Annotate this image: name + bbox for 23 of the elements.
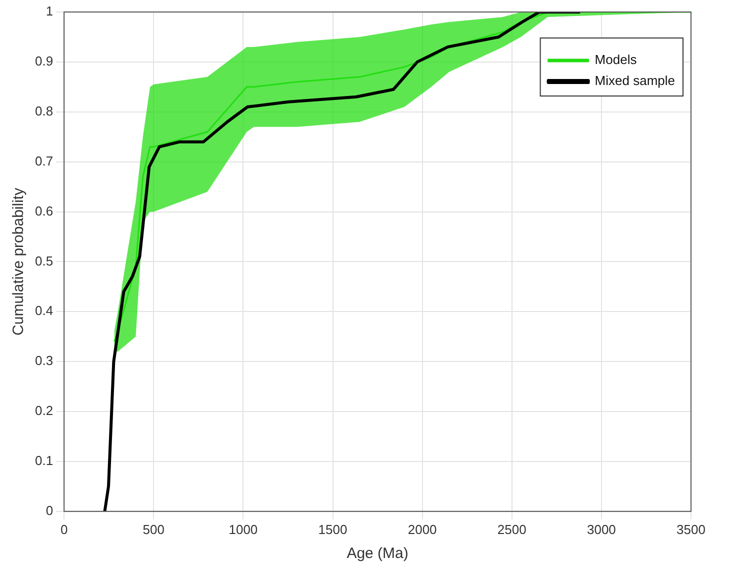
- x-tick-label: 0: [60, 522, 68, 537]
- x-tick-label: 1000: [228, 522, 258, 537]
- x-tick-label: 1500: [318, 522, 348, 537]
- y-tick-label: 0.1: [34, 453, 54, 468]
- x-tick-label: 500: [142, 522, 164, 537]
- legend-label: Models: [594, 52, 638, 68]
- y-tick-label: 0.8: [34, 103, 54, 118]
- legend-label: Mixed sample: [594, 73, 676, 88]
- x-tick-label: 3000: [586, 522, 616, 537]
- x-axis-title: Age (Ma): [346, 545, 408, 562]
- x-tick-label: 2000: [408, 522, 437, 537]
- y-tick-label: 1: [46, 4, 54, 19]
- y-tick-label: 0.4: [34, 303, 54, 318]
- y-tick-label: 0.5: [34, 253, 54, 268]
- y-tick-label: 0.7: [34, 153, 54, 168]
- x-tick-label: 3500: [676, 522, 706, 537]
- x-tick-label: 2500: [497, 522, 526, 537]
- y-tick-label: 0.6: [34, 203, 54, 218]
- y-tick-label: 0.9: [34, 54, 54, 69]
- y-tick-label: 0: [46, 502, 54, 518]
- y-tick-label: 0.2: [34, 403, 54, 418]
- y-tick-label: 0.3: [34, 353, 54, 368]
- y-axis-title: Cumulative probability: [10, 187, 28, 336]
